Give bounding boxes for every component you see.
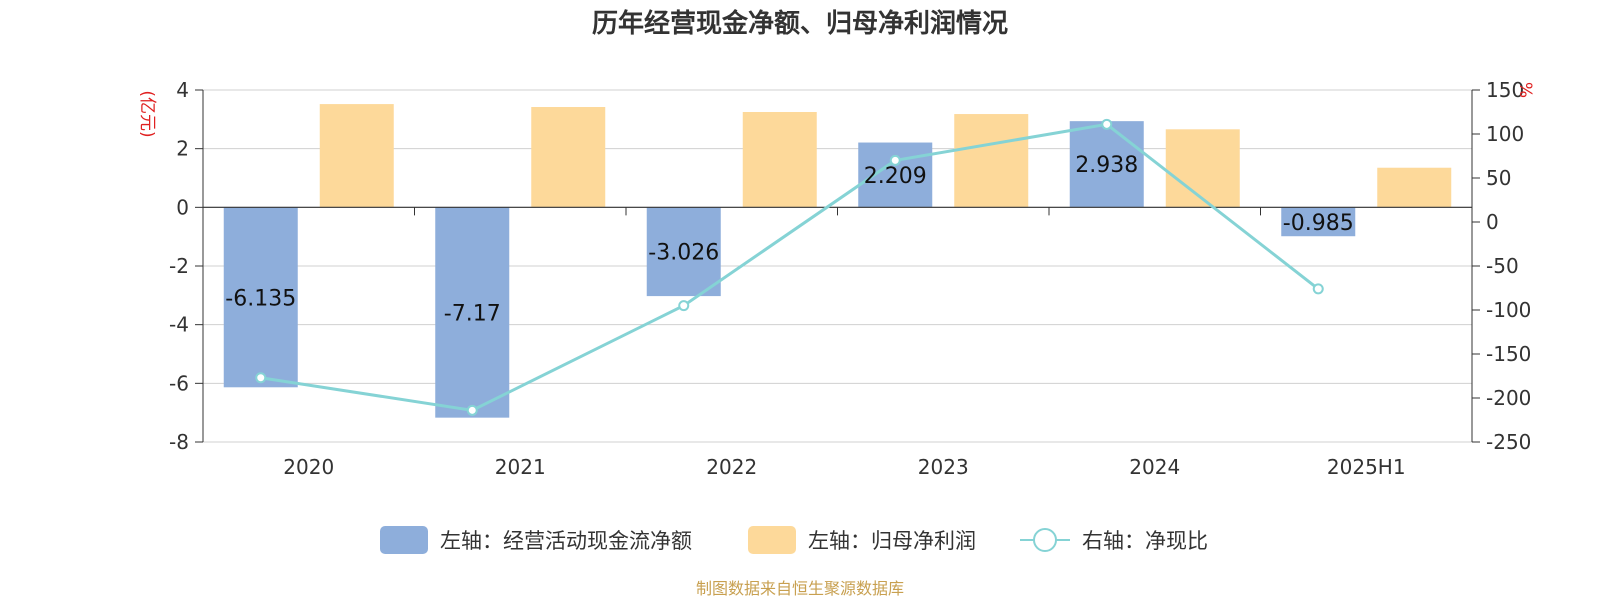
right-tick-label: -250 [1486,430,1531,454]
data-labels: -6.135 -7.17 -3.026 2.209 2.938 -0.985 [225,153,1353,326]
left-tick-label: -8 [169,430,189,454]
ratio-point-2023 [889,154,901,166]
legend-marker-ratio [1033,528,1057,552]
chart-title: 历年经营现金净额、归母净利润情况 [592,8,1008,39]
left-tick-label: -2 [169,254,189,278]
ratio-line-path [260,122,1320,412]
footer-source: 制图数据来自恒生聚源数据库 [696,579,904,598]
bar-profit-2025H1 [1377,167,1452,208]
legend-label-ratio: 右轴：净现比 [1082,529,1208,553]
left-tick-label: -6 [169,371,189,395]
right-tick-label: -200 [1486,386,1531,410]
bar-cashflow-2021 [435,207,510,418]
bar-profit-2023 [954,114,1029,208]
right-tick-label: -50 [1486,254,1519,278]
x-tick-label: 2022 [706,455,757,479]
legend: 左轴：经营活动现金流净额 左轴：归母净利润 右轴：净现比 [380,526,1208,554]
right-tick-label: -150 [1486,342,1531,366]
bar-cashflow-2025H1 [1281,207,1356,237]
data-label-cashflow-2021: -7.17 [444,301,501,326]
ratio-point-2025H1 [1312,283,1324,295]
x-tick-label: 2021 [495,455,546,479]
legend-label-profit: 左轴：归母净利润 [808,529,976,553]
legend-label-cashflow: 左轴：经营活动现金流净额 [440,529,692,553]
right-tick-label: 0 [1486,210,1499,234]
ratio-point-2024 [1101,118,1113,130]
left-tick-label: 4 [176,78,189,102]
bar-cashflow-2020 [223,207,298,388]
data-label-cashflow-2024: 2.938 [1075,153,1138,178]
x-tick-label: 2024 [1129,455,1180,479]
right-tick-label: 50 [1486,166,1511,190]
x-tick-label: 2020 [283,455,334,479]
data-label-cashflow-2020: -6.135 [225,286,296,311]
data-label-cashflow-2023: 2.209 [864,164,927,189]
bar-cashflow-2024 [1069,121,1144,208]
ratio-line [255,118,1324,416]
bar-profit-2020 [319,104,394,208]
ratio-point-2020 [255,372,267,384]
legend-swatch-profit [748,526,796,554]
axes: 4 2 0 -2 -4 -6 -8 150 100 50 0 -50 -100 -150 -200 -250 2… [169,78,1531,479]
bar-profit-2024 [1165,129,1240,208]
left-tick-label: -4 [169,313,189,337]
right-tick-label: -100 [1486,298,1531,322]
ratio-point-2021 [466,404,478,416]
right-tick-label: 100 [1486,122,1524,146]
left-tick-label: 2 [176,137,189,161]
left-axis-unit: (亿元) [137,90,157,137]
x-tick-label: 2023 [918,455,969,479]
left-tick-label: 0 [176,195,189,219]
right-tick-label: 150 [1486,78,1524,102]
legend-swatch-cashflow [380,526,428,554]
data-label-cashflow-2025H1: -0.985 [1283,211,1354,236]
bar-cashflow-2022 [646,207,721,297]
bars [223,104,1452,418]
ratio-point-2022 [678,300,690,312]
right-axis-unit: % [1515,82,1535,98]
bar-profit-2021 [531,107,606,208]
bar-profit-2022 [742,112,817,208]
bar-cashflow-2023 [858,142,933,208]
x-tick-label: 2025H1 [1327,455,1406,479]
data-label-cashflow-2022: -3.026 [648,241,719,266]
